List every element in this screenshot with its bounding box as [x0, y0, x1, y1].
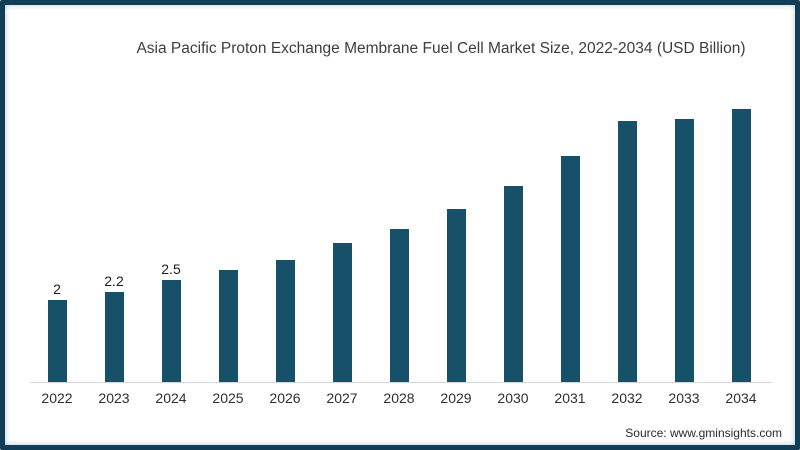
bar-2022 — [47, 300, 67, 382]
source-attribution: Source: www.gminsights.com — [625, 426, 782, 440]
x-tick-label-2023: 2023 — [98, 390, 130, 406]
bar-2032 — [617, 121, 637, 382]
bar-2027 — [332, 243, 352, 382]
x-tick-label-2027: 2027 — [326, 390, 358, 406]
value-label-2023: 2.2 — [104, 273, 124, 289]
x-tick-label-2028: 2028 — [383, 390, 415, 406]
x-axis-line — [30, 382, 772, 383]
bar-2026 — [275, 260, 295, 382]
x-tick-label-2025: 2025 — [212, 390, 244, 406]
x-tick-label-2032: 2032 — [611, 390, 643, 406]
x-tick-label-2030: 2030 — [497, 390, 529, 406]
x-tick-label-2024: 2024 — [155, 390, 187, 406]
x-tick-label-2031: 2031 — [554, 390, 586, 406]
bar-2033 — [674, 119, 694, 382]
x-tick-label-2033: 2033 — [668, 390, 700, 406]
bar-2029 — [446, 209, 466, 382]
bar-2023 — [104, 292, 124, 382]
bar-2028 — [389, 229, 409, 382]
x-tick-label-2026: 2026 — [269, 390, 301, 406]
bar-2024 — [161, 280, 181, 382]
x-tick-label-2022: 2022 — [41, 390, 73, 406]
value-label-2024: 2.5 — [161, 261, 181, 277]
plot-area: 2 2022 2.2 2023 2.5 2024 2025 2026 2027 2028 2029 2… — [5, 5, 795, 445]
chart-title: Asia Pacific Proton Exchange Membrane Fu… — [136, 40, 746, 57]
value-label-2022: 2 — [53, 281, 61, 297]
x-tick-label-2029: 2029 — [440, 390, 472, 406]
bar-2031 — [560, 156, 580, 382]
bar-2025 — [218, 270, 238, 382]
x-tick-label-2034: 2034 — [725, 390, 757, 406]
bar-2030 — [503, 186, 523, 382]
bar-2034 — [731, 109, 751, 382]
